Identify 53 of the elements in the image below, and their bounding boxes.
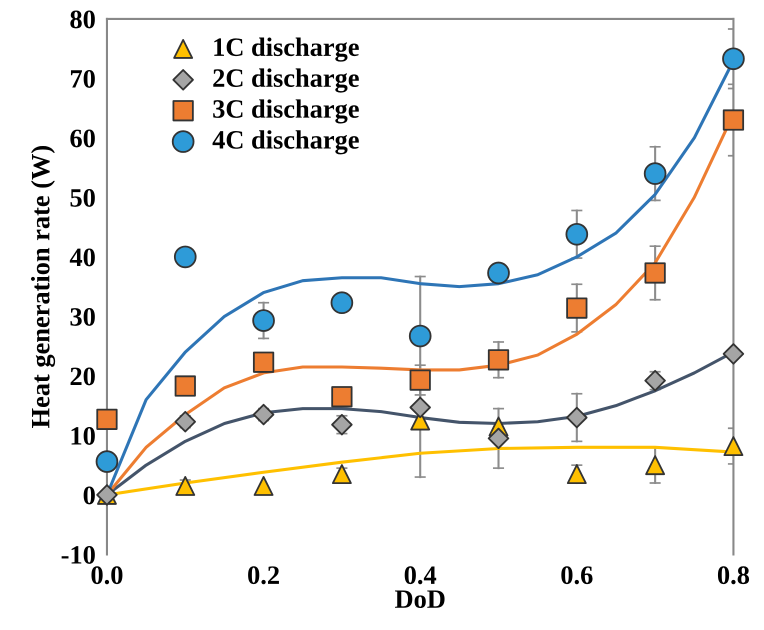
x-tick-label: 0.4	[404, 566, 436, 584]
y-axis-title: Heat generation rate (W)	[30, 146, 56, 428]
point	[332, 464, 352, 484]
point	[644, 262, 666, 284]
x-tick-label: 0.8	[718, 566, 750, 584]
point	[644, 370, 666, 392]
point	[566, 297, 588, 319]
point	[722, 109, 744, 131]
legend-label: 4C discharge	[212, 130, 359, 154]
point	[174, 246, 197, 268]
point	[96, 450, 118, 473]
point	[566, 406, 588, 428]
y-tick-label: 50	[70, 189, 95, 207]
y-tick-label: 60	[70, 130, 95, 148]
point	[174, 375, 196, 397]
y-tick-label: 30	[70, 308, 95, 326]
point	[174, 410, 196, 432]
point	[487, 262, 510, 284]
x-tick-label: 0.6	[561, 566, 593, 584]
point	[408, 324, 432, 348]
x-tick-label: 0.2	[248, 566, 279, 584]
point	[488, 349, 510, 370]
point	[722, 47, 745, 70]
legend-label: 1C discharge	[214, 38, 359, 62]
point	[331, 414, 353, 436]
legend-label: 2C discharge	[213, 68, 359, 93]
point	[645, 455, 666, 476]
y-tick-label: 70	[70, 70, 95, 88]
y-tick-label: -10	[62, 546, 95, 564]
point	[566, 222, 588, 246]
y-tick-label: 10	[72, 427, 95, 445]
point	[644, 162, 666, 185]
point	[252, 352, 274, 373]
point	[330, 291, 354, 314]
point	[254, 476, 274, 496]
x-tick-label: 0.0	[91, 566, 122, 584]
point	[252, 404, 274, 426]
point	[96, 408, 118, 430]
point	[409, 396, 431, 418]
x-axis-title: DoD	[395, 590, 445, 608]
y-tick-label: 0	[84, 486, 95, 504]
legend-label: 3C discharge	[213, 99, 359, 124]
point	[722, 343, 744, 365]
point	[175, 476, 196, 496]
y-tick-label: 20	[70, 368, 95, 386]
point	[252, 309, 275, 332]
point	[488, 428, 510, 450]
point	[331, 386, 353, 408]
point	[566, 464, 587, 484]
y-tick-label: 40	[70, 248, 95, 266]
point	[724, 436, 744, 456]
y-tick-label: 80	[70, 10, 95, 28]
point	[410, 369, 431, 391]
